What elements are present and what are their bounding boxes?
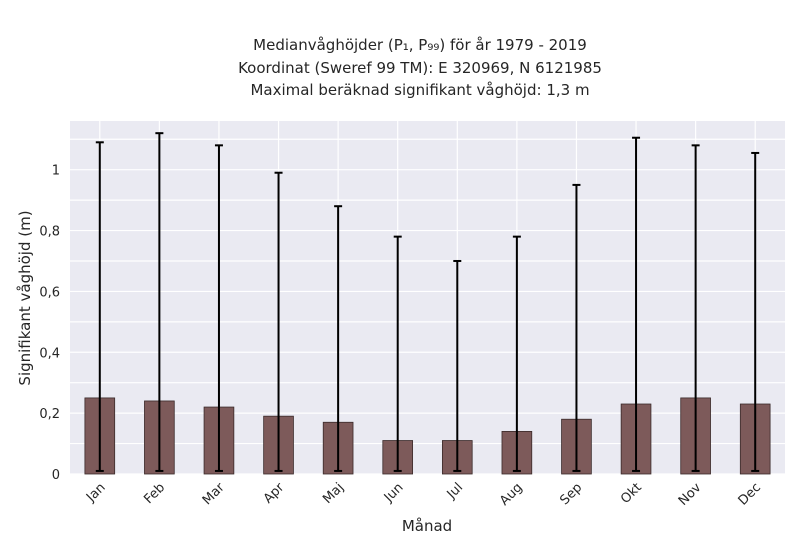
x-tick-label: Maj (320, 480, 347, 507)
y-tick-label: 0,8 (39, 225, 60, 240)
x-tick-label: Nov (676, 480, 705, 509)
y-tick-label: 1 (52, 164, 60, 179)
x-tick-label: Dec (736, 480, 764, 508)
y-tick-label: 0,2 (39, 407, 60, 422)
x-tick-label: Mar (200, 480, 228, 508)
x-tick-label: Jun (381, 480, 407, 506)
x-tick-label: Jul (444, 480, 466, 502)
x-tick-label: Jan (83, 480, 108, 505)
plot-area (70, 121, 785, 474)
x-axis-label: Månad (402, 517, 452, 535)
x-tick-label: Aug (497, 480, 526, 509)
x-tick-label: Feb (141, 480, 168, 507)
y-tick-labels: 0 0,2 0,4 0,6 0,8 1 (39, 164, 60, 483)
x-tick-label: Okt (618, 480, 645, 507)
x-tick-label: Sep (557, 480, 585, 508)
chart-title-line-2: Koordinat (Sweref 99 TM): E 320969, N 61… (238, 59, 602, 77)
x-tick-label: Apr (261, 480, 288, 507)
chart-title-line-3: Maximal beräknad signifikant våghöjd: 1,… (250, 81, 590, 99)
x-tick-labels: Jan Feb Mar Apr Maj Jun Jul Aug Sep Okt Nov Dec (83, 480, 764, 509)
error-bars (95, 132, 760, 472)
y-axis-label: Signifikant våghöjd (m) (16, 210, 34, 385)
chart-title-line-1: Medianvåghöjder (P₁, P₉₉) för år 1979 - … (253, 36, 587, 54)
y-tick-label: 0,6 (39, 285, 60, 300)
y-tick-label: 0 (52, 468, 60, 483)
y-tick-label: 0,4 (39, 346, 60, 361)
